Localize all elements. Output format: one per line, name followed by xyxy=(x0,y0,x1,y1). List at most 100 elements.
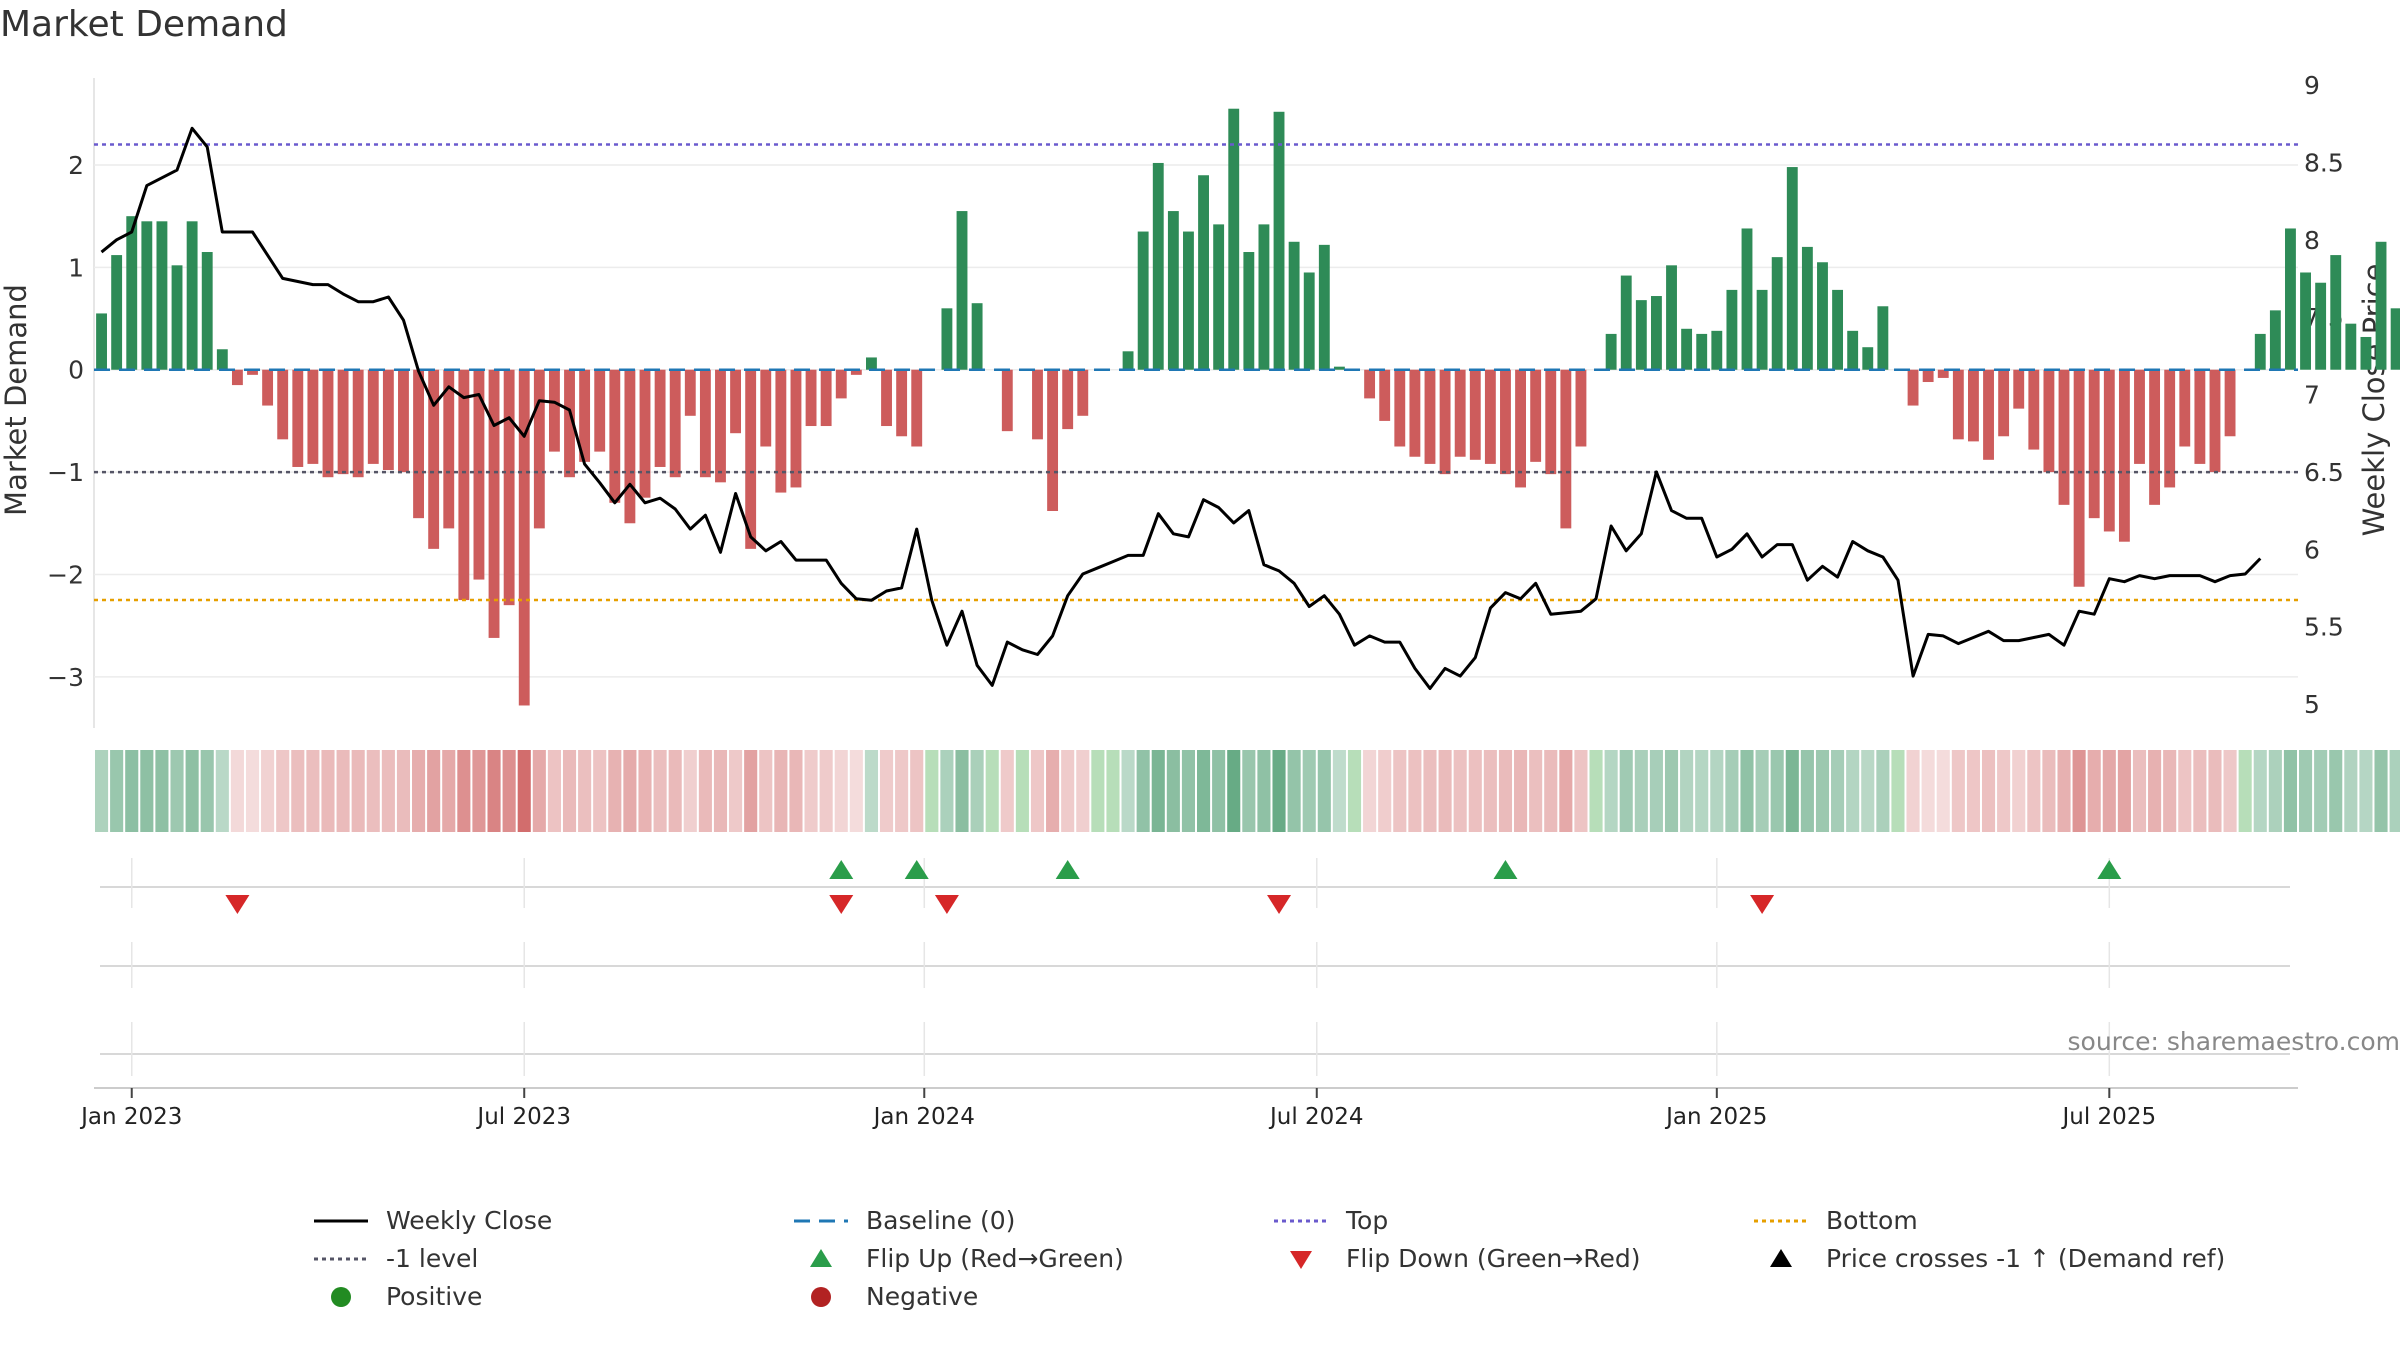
heat-strip-cell xyxy=(1015,750,1029,832)
demand-bar-negative xyxy=(684,369,696,416)
heat-strip-cell xyxy=(2148,750,2162,832)
demand-bar-negative xyxy=(745,369,757,549)
demand-bar-negative xyxy=(231,369,243,386)
heat-strip-cell xyxy=(925,750,939,832)
heat-strip-cell xyxy=(125,750,139,832)
heat-strip-cell xyxy=(291,750,305,832)
y-tick-label-left: −1 xyxy=(47,458,84,487)
y-tick-label-right: 7 xyxy=(2304,381,2320,410)
demand-bar-negative xyxy=(1922,369,1934,383)
demand-bar-positive xyxy=(1741,228,1753,370)
heat-strip-cell xyxy=(351,750,365,832)
heat-strip-cell xyxy=(110,750,124,832)
demand-bar-positive xyxy=(1681,328,1693,370)
heat-strip-cell xyxy=(1393,750,1407,832)
heat-strip-cell xyxy=(849,750,863,832)
demand-bar-positive xyxy=(1258,224,1270,370)
demand-bar-positive xyxy=(971,303,983,370)
heat-strip-cell xyxy=(1468,750,1482,832)
heat-strip-cell xyxy=(668,750,682,832)
heat-strip-cell xyxy=(1634,750,1648,832)
demand-bar-positive xyxy=(1228,108,1240,370)
demand-bar-negative xyxy=(367,369,379,464)
heat-strip-cell xyxy=(1997,750,2011,832)
legend-dotted-neg-icon xyxy=(314,1257,368,1261)
demand-bar-negative xyxy=(1364,369,1376,399)
heat-strip-cell xyxy=(1483,750,1497,832)
heat-strip-cell xyxy=(759,750,773,832)
demand-bar-negative xyxy=(548,369,560,452)
heat-strip-cell xyxy=(562,750,577,832)
heat-strip-cell xyxy=(1136,750,1150,832)
heat-strip-cell xyxy=(1091,750,1105,832)
heat-strip-cell xyxy=(698,750,712,832)
heat-strip-cell xyxy=(2344,750,2358,832)
demand-bar-negative xyxy=(458,369,470,601)
demand-bar-negative xyxy=(1575,369,1587,447)
heat-strip-cell xyxy=(532,750,546,832)
demand-bar-negative xyxy=(2028,369,2040,450)
heat-strip-cell xyxy=(2027,750,2041,832)
heat-strip-cell xyxy=(2238,750,2252,832)
demand-bar-positive xyxy=(2254,333,2266,370)
demand-bar-negative xyxy=(624,369,636,524)
demand-bar-negative xyxy=(292,369,304,467)
heat-strip-cell xyxy=(2374,750,2388,832)
heat-strip-cell xyxy=(1846,750,1860,832)
chart-title: Market Demand xyxy=(0,4,288,45)
legend-dash-icon xyxy=(794,1219,848,1223)
demand-bar-negative xyxy=(1032,369,1043,440)
demand-bar-negative xyxy=(2134,369,2145,464)
heat-strip-cell xyxy=(2012,750,2026,832)
demand-bar-negative xyxy=(247,369,258,375)
demand-bar-positive xyxy=(1801,246,1813,370)
heat-strip-cell xyxy=(744,750,758,832)
demand-bar-negative xyxy=(262,369,274,406)
heat-strip-cell xyxy=(985,750,999,832)
heat-strip-cell xyxy=(381,750,395,832)
heat-strip-cell xyxy=(1861,750,1875,832)
heat-strip-cell xyxy=(2223,750,2237,832)
heat-strip-cell xyxy=(1815,750,1830,832)
heat-strip-cell xyxy=(1378,750,1392,832)
heat-strip-cell xyxy=(970,750,984,832)
demand-bar-negative xyxy=(2179,369,2191,447)
legend-line-icon xyxy=(314,1219,368,1223)
demand-bar-positive xyxy=(1877,306,1889,370)
flip-up-marker xyxy=(1493,860,1518,879)
heat-strip-cell xyxy=(2193,750,2207,832)
heat-strip-cell xyxy=(804,750,818,832)
heat-strip-cell xyxy=(1272,750,1286,832)
heat-strip-cell xyxy=(713,750,728,832)
demand-bar-positive xyxy=(1273,111,1285,370)
demand-bar-negative xyxy=(307,369,319,464)
heat-strip-cell xyxy=(1680,750,1694,832)
heat-strip-cell xyxy=(215,750,229,832)
heat-strip-cell xyxy=(834,750,848,832)
heat-strip-cell xyxy=(940,750,954,832)
demand-bar-negative xyxy=(805,369,817,427)
heat-strip-cell xyxy=(2072,750,2086,832)
demand-bar-negative xyxy=(2224,369,2236,437)
demand-bar-negative xyxy=(790,369,802,488)
triangle-up-icon xyxy=(810,1249,832,1267)
demand-bar-negative xyxy=(2149,369,2161,505)
demand-bar-negative xyxy=(2164,369,2176,488)
heat-strip-cell xyxy=(306,750,320,832)
y-axis-label-left: Market Demand xyxy=(0,284,33,516)
demand-bar-negative xyxy=(2118,369,2130,542)
demand-bar-positive xyxy=(1771,257,1783,370)
x-tick-label: Jan 2025 xyxy=(1664,1104,1767,1130)
dot-green-icon xyxy=(331,1287,351,1307)
demand-bar-negative xyxy=(1484,369,1496,464)
heat-strip-cell xyxy=(1227,750,1241,832)
heat-strip-cell xyxy=(1906,750,1920,832)
demand-bar-positive xyxy=(1288,241,1300,370)
y-tick-label-left: 1 xyxy=(68,253,84,282)
y-tick-label-right: 6 xyxy=(2304,535,2320,564)
y-tick-label-right: 5 xyxy=(2304,690,2320,719)
weekly-close-line xyxy=(100,126,2262,690)
demand-bar-positive xyxy=(1650,296,1662,370)
demand-bar-negative xyxy=(2209,369,2221,473)
demand-bar-negative xyxy=(896,369,908,437)
